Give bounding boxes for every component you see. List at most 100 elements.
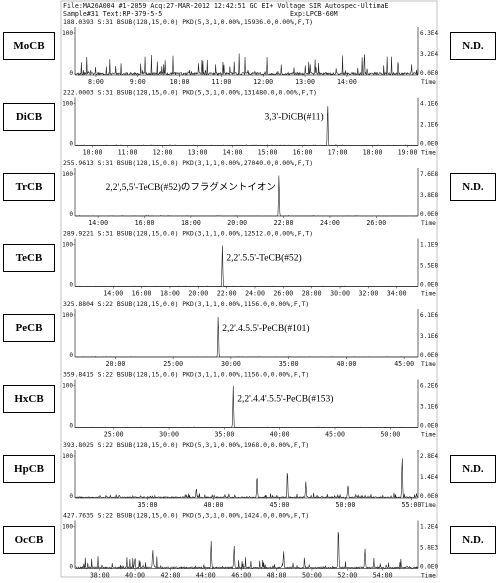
x-tick-label: 30:00 bbox=[159, 431, 179, 439]
time-label: Time bbox=[421, 291, 436, 298]
x-tick-label: 22:00 bbox=[217, 290, 237, 298]
compound-label-mocb: MoCB bbox=[3, 32, 55, 60]
header-line1: File:MA26A004 #1-2059 Acq:27-MAR-2012 12… bbox=[63, 2, 389, 10]
x-tick-label: 54:00 bbox=[373, 572, 393, 579]
x-tick-label: 50:00 bbox=[302, 572, 322, 579]
compound-label-hxcb: HxCB bbox=[3, 384, 55, 413]
x-tick-label: 44:00 bbox=[196, 572, 216, 579]
x-tick-label: 8:00 bbox=[88, 78, 104, 86]
x-tick-label: 46:00 bbox=[231, 572, 251, 579]
x-tick-label: 16:00 bbox=[135, 219, 155, 227]
x-tick-label: 16:00 bbox=[293, 149, 313, 157]
x-tick-label: 35:00 bbox=[138, 501, 158, 509]
x-tick-label: 40:00 bbox=[336, 360, 356, 368]
header-line2: Sample#31 Text:RP-379-5-5 bbox=[63, 10, 162, 18]
panel-info: 188.0393 S:31 BSUB(128,15,0.0) PKD(5,3,1… bbox=[63, 18, 313, 26]
x-tick-label: 11:00 bbox=[118, 149, 138, 157]
x-tick-label: 13:00 bbox=[188, 149, 208, 157]
nd-badge-hpcb: N.D. bbox=[450, 455, 496, 483]
compound-label-trcb: TrCB bbox=[3, 173, 55, 201]
x-tick-label: 19:00 bbox=[398, 149, 418, 157]
x-tick-label: 12:00 bbox=[153, 149, 173, 157]
x-tick-label: 11:00 bbox=[211, 78, 231, 86]
time-label: Time bbox=[421, 573, 436, 579]
x-tick-label: 30:00 bbox=[330, 290, 350, 298]
intensity-label: 0.0E0 bbox=[420, 70, 438, 77]
compound-label-tecb: TeCB bbox=[3, 243, 55, 272]
x-tick-label: 20:00 bbox=[188, 290, 208, 298]
x-tick-label: 24:00 bbox=[320, 219, 340, 227]
compound-label-dicb: DiCB bbox=[3, 102, 55, 131]
intensity-label: 1.4E4 bbox=[420, 474, 438, 481]
x-tick-label: 25:00 bbox=[163, 360, 183, 368]
intensity-label: 3.1E6 bbox=[420, 404, 438, 411]
y-tick-label: 100 bbox=[62, 312, 73, 319]
x-tick-label: 14:00 bbox=[337, 78, 357, 86]
x-tick-label: 10:00 bbox=[83, 149, 103, 157]
x-tick-label: 40:00 bbox=[270, 431, 290, 439]
panel-info: 427.7635 S:22 BSUB(128,15,0.0) PKD(5,3,1… bbox=[63, 512, 309, 520]
peak-annotation: 2,2'.4.5.5'-PeCB(#101) bbox=[222, 323, 309, 334]
y-tick-label: 100 bbox=[62, 171, 73, 178]
panel-info: 255.9613 S:31 BSUB(128,15,0.0) PKD(3,1,1… bbox=[63, 159, 313, 167]
intensity-label: 3.1E6 bbox=[420, 333, 438, 340]
x-tick-label: 40:00 bbox=[125, 572, 145, 579]
series-trace bbox=[75, 245, 419, 287]
panel-info: 393.8025 S:22 BSUB(128,15,0.0) PKD(5,3,1… bbox=[63, 441, 309, 449]
x-tick-label: 10:00 bbox=[170, 78, 190, 86]
x-tick-label: 25:00 bbox=[104, 431, 124, 439]
x-tick-label: 38:00 bbox=[90, 572, 110, 579]
panel-tecb: 289.9221 S:31 BSUB(128,15,0.0) PKD(3,1,1… bbox=[62, 230, 438, 298]
y-tick-label: 100 bbox=[62, 242, 73, 249]
x-tick-label: 24:00 bbox=[245, 290, 265, 298]
x-tick-label: 48:00 bbox=[267, 572, 287, 579]
x-tick-label: 14:00 bbox=[88, 219, 108, 227]
panel-occb: 427.7635 S:22 BSUB(128,15,0.0) PKD(5,3,1… bbox=[62, 512, 438, 580]
y-tick-label: 0 bbox=[69, 70, 73, 77]
nd-badge-occb: N.D. bbox=[450, 525, 496, 554]
peak-annotation: 2,2'.5.5'-TeCB(#52) bbox=[226, 252, 301, 263]
x-tick-label: 14:00 bbox=[223, 149, 243, 157]
y-tick-label: 0 bbox=[69, 211, 73, 218]
x-tick-label: 45:00 bbox=[270, 501, 290, 509]
x-tick-label: 52:00 bbox=[337, 572, 357, 579]
panel-info: 222.0003 S:31 BSUB(128,15,0.0) PKD(5,3,1… bbox=[63, 89, 317, 97]
x-tick-label: 30:00 bbox=[221, 360, 241, 368]
intensity-label: 3.2E4 bbox=[420, 51, 438, 58]
x-tick-label: 13:00 bbox=[295, 78, 315, 86]
intensity-label: 6.1E6 bbox=[420, 312, 438, 319]
time-label: Time bbox=[421, 150, 436, 157]
intensity-label: 2.8E4 bbox=[420, 453, 438, 460]
x-tick-label: 35:00 bbox=[214, 431, 234, 439]
x-tick-label: 18:00 bbox=[363, 149, 383, 157]
intensity-label: 6.3E4 bbox=[420, 30, 438, 37]
intensity-label: 3.8E8 bbox=[420, 192, 438, 199]
x-tick-label: 28:00 bbox=[302, 290, 322, 298]
time-label: Time bbox=[421, 361, 436, 368]
panels: 188.0393 S:31 BSUB(128,15,0.0) PKD(5,3,1… bbox=[62, 18, 438, 580]
intensity-label: 0.0E0 bbox=[420, 423, 438, 430]
y-tick-label: 100 bbox=[62, 453, 73, 460]
compound-label-pecb: PeCB bbox=[3, 314, 55, 342]
x-tick-label: 12:00 bbox=[253, 78, 273, 86]
intensity-label: 6.2E6 bbox=[420, 383, 438, 390]
intensity-label: 0.0E0 bbox=[420, 211, 438, 218]
y-tick-label: 100 bbox=[62, 524, 73, 531]
intensity-label: 0.0E0 bbox=[420, 352, 438, 359]
peak-annotation: 3,3'-DiCB(#11) bbox=[265, 111, 324, 122]
panel-dicb: 222.0003 S:31 BSUB(128,15,0.0) PKD(5,3,1… bbox=[62, 89, 438, 157]
nd-badge-mocb: N.D. bbox=[450, 32, 496, 60]
intensity-label: 1.2E4 bbox=[420, 524, 438, 531]
compound-label-hpcb: HpCB bbox=[3, 455, 55, 483]
panel-trcb: 255.9613 S:31 BSUB(128,15,0.0) PKD(3,1,1… bbox=[62, 159, 438, 227]
intensity-label: 4.1E6 bbox=[420, 101, 438, 108]
y-tick-label: 0 bbox=[69, 282, 73, 289]
series-trace bbox=[74, 458, 419, 500]
intensity-label: 5.8E3 bbox=[420, 545, 438, 552]
time-label: Time bbox=[421, 502, 436, 509]
x-tick-label: 15:00 bbox=[258, 149, 278, 157]
intensity-label: 7.6E8 bbox=[420, 171, 438, 178]
y-tick-label: 0 bbox=[69, 423, 73, 430]
x-tick-label: 16:00 bbox=[132, 290, 152, 298]
